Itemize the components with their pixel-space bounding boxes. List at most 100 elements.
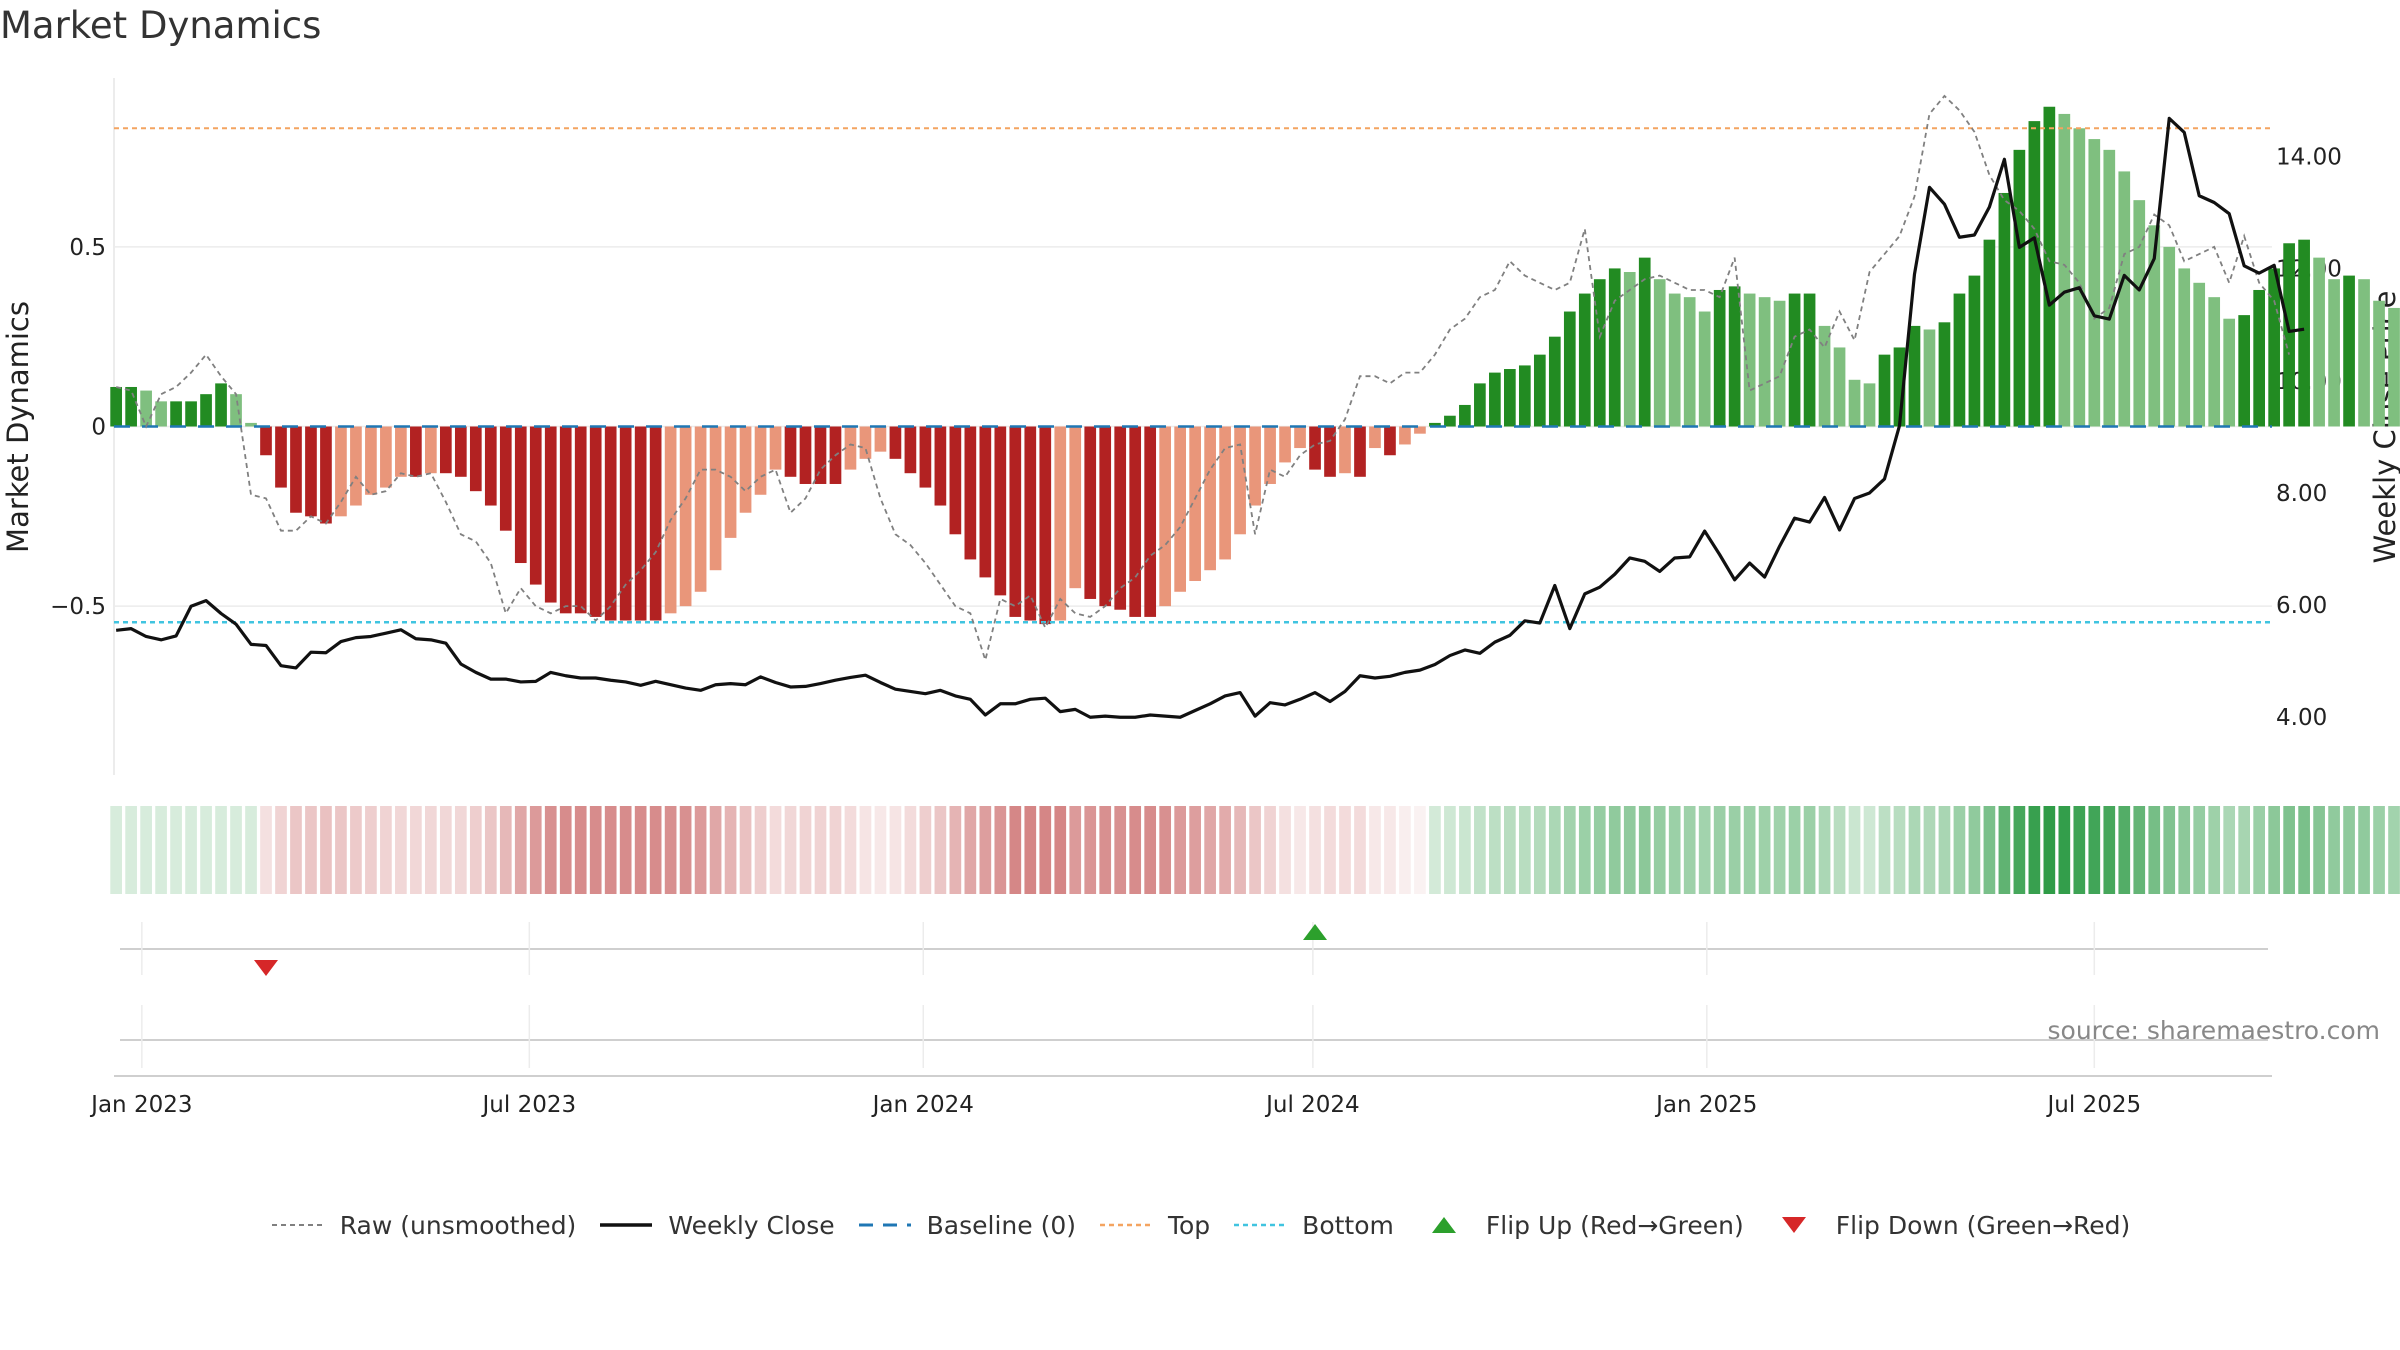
- strip-cell: [1713, 806, 1726, 894]
- bar: [499, 426, 512, 531]
- strip-cell: [1189, 806, 1201, 894]
- y2-tick-label: 6.00: [2276, 593, 2327, 619]
- legend-item-close: Weekly Close: [598, 1211, 835, 1240]
- bar: [1189, 426, 1201, 581]
- strip-cell: [110, 806, 122, 894]
- bar: [589, 426, 602, 617]
- strip-cell: [1953, 806, 1966, 894]
- strip-cell: [1399, 806, 1411, 894]
- x-tick-label: Jan 2023: [89, 1092, 192, 1118]
- bar: [1593, 279, 1606, 427]
- bar: [380, 426, 392, 488]
- bar: [1114, 426, 1127, 610]
- strip-cell: [2133, 806, 2146, 894]
- strip-cell: [2118, 806, 2131, 894]
- strip-cell: [979, 806, 992, 894]
- strip-cell: [410, 806, 422, 894]
- bar: [1384, 426, 1396, 456]
- y-axis-label: Market Dynamics: [1, 301, 35, 553]
- strip-cell: [529, 806, 542, 894]
- x-tick-label: Jul 2023: [481, 1092, 577, 1118]
- strip-cell: [1219, 806, 1231, 894]
- strip-cell: [499, 806, 512, 894]
- legend-label: Flip Up (Red→Green): [1485, 1210, 1744, 1240]
- strip-cell: [230, 806, 242, 894]
- strip-cell: [1968, 806, 1981, 894]
- bar: [2163, 246, 2176, 427]
- strip-cell: [664, 806, 677, 894]
- bar: [245, 422, 257, 427]
- bar: [2268, 268, 2280, 427]
- strip-cell: [1339, 806, 1351, 894]
- bar: [769, 426, 782, 470]
- legend-symbol-top: [1099, 1223, 1152, 1227]
- bar: [2043, 106, 2056, 427]
- strip-cell: [2358, 806, 2370, 894]
- flip-up-marker: [1303, 924, 1328, 940]
- strip-cell: [1998, 806, 2011, 894]
- bar: [1548, 336, 1561, 427]
- strip-cell: [814, 806, 827, 894]
- bar: [2283, 243, 2295, 427]
- bar: [2253, 289, 2265, 427]
- bar: [439, 426, 452, 474]
- bar: [739, 426, 752, 513]
- bar: [425, 426, 437, 474]
- y2-tick-label: 8.00: [2276, 481, 2327, 507]
- strip-cell: [2298, 806, 2310, 894]
- bar: [200, 394, 212, 427]
- legend-symbol-flipdown: [1781, 1217, 1806, 1233]
- bar: [2118, 171, 2131, 427]
- legend-item-top: Top: [1098, 1211, 1210, 1240]
- bar: [559, 426, 572, 614]
- y2-tick-label: 14.00: [2276, 145, 2342, 171]
- strip-cell: [2058, 806, 2071, 894]
- strip-cell: [889, 806, 902, 894]
- bar: [484, 426, 497, 506]
- strip-cell: [2343, 806, 2355, 894]
- strip-cell: [1638, 806, 1651, 894]
- bar: [844, 426, 857, 470]
- bar: [215, 383, 227, 427]
- strip-cell: [679, 806, 692, 894]
- strip-cell: [425, 806, 437, 894]
- strip-cell: [1369, 806, 1381, 894]
- bar: [1339, 426, 1351, 474]
- strip-cell: [1174, 806, 1186, 894]
- bar: [1998, 192, 2011, 427]
- strip-cell: [739, 806, 752, 894]
- bar: [290, 426, 302, 513]
- strip-cell: [1024, 806, 1037, 894]
- bar: [1638, 257, 1651, 427]
- strip-cell: [2088, 806, 2101, 894]
- bar: [1863, 383, 1876, 427]
- strip-cell: [1653, 806, 1666, 894]
- bar: [320, 426, 332, 524]
- strip-cell: [2073, 806, 2086, 894]
- strip-cell: [1324, 806, 1336, 894]
- bar: [1713, 289, 1726, 427]
- bar: [529, 426, 542, 585]
- bar: [1234, 426, 1246, 535]
- bar: [469, 426, 482, 492]
- legend-item-flipup: Flip Up (Red→Green): [1416, 1211, 1744, 1240]
- bar: [1294, 426, 1306, 449]
- bar: [1099, 426, 1112, 607]
- bar: [889, 426, 902, 459]
- bar: [2373, 300, 2385, 427]
- bar: [1623, 272, 1636, 427]
- strip-cell: [335, 806, 347, 894]
- strip-cell: [2193, 806, 2206, 894]
- strip-cell: [260, 806, 272, 894]
- legend-symbol-close: [600, 1223, 653, 1227]
- bar: [1893, 347, 1906, 427]
- strip-cell: [1474, 806, 1486, 894]
- strip-cell: [215, 806, 227, 894]
- bar: [1399, 426, 1411, 445]
- strip-cell: [2313, 806, 2325, 894]
- strip-cell: [904, 806, 917, 894]
- strip-cell: [275, 806, 287, 894]
- bar: [350, 426, 362, 506]
- strip-cell: [634, 806, 647, 894]
- strip-cell: [1668, 806, 1681, 894]
